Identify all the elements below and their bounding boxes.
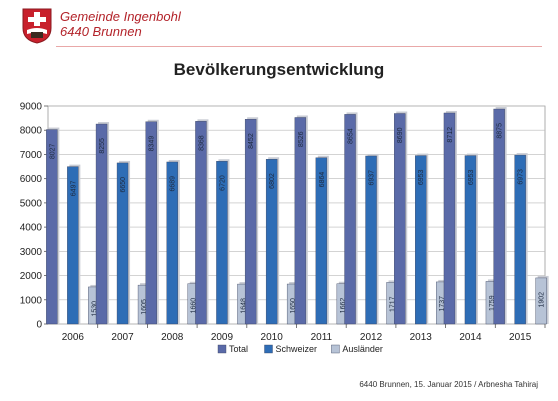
- data-label: 8526: [298, 131, 305, 147]
- bar: [216, 161, 228, 325]
- bar: [344, 114, 356, 325]
- data-label: 8027: [49, 143, 56, 159]
- y-tick-label: 5000: [20, 198, 43, 209]
- data-label: 1650: [290, 298, 297, 314]
- data-label: 6973: [518, 169, 525, 185]
- y-tick-label: 4000: [20, 223, 43, 234]
- data-label: 6953: [418, 169, 425, 185]
- x-tick-label: 2012: [360, 332, 383, 343]
- x-tick-label: 2015: [509, 332, 532, 343]
- bar: [166, 161, 178, 325]
- chart-title: Bevölkerungsentwicklung: [173, 60, 385, 79]
- data-label: 1737: [439, 296, 446, 312]
- data-label: 6802: [269, 173, 276, 189]
- data-label: 8712: [447, 127, 454, 143]
- bar: [315, 157, 328, 325]
- data-label: 6497: [70, 181, 77, 197]
- y-tick-label: 2000: [20, 271, 43, 282]
- y-tick-label: 0: [36, 320, 42, 331]
- population-bar-chart: 0 1000 2000 3000 4000 5000 6000 7000 8000 9000 802…: [20, 102, 549, 354]
- legend-swatch: [331, 344, 340, 354]
- x-tick-label: 2009: [211, 332, 234, 343]
- data-label: 6864: [319, 172, 326, 188]
- x-tick-label: 2008: [161, 332, 184, 343]
- bar: [535, 277, 547, 325]
- legend-label: Schweizer: [276, 344, 318, 354]
- header: Gemeinde Ingenbohl 6440 Brunnen: [0, 0, 558, 48]
- data-label: 8255: [99, 138, 106, 154]
- y-tick-label: 3000: [20, 247, 43, 258]
- y-tick-label: 9000: [20, 102, 43, 113]
- bar: [294, 117, 307, 325]
- header-divider: [56, 46, 542, 47]
- bar: [514, 154, 526, 325]
- bar: [46, 129, 58, 325]
- bar: [493, 108, 505, 325]
- x-tick-label: 2010: [261, 332, 284, 343]
- bar: [145, 121, 157, 325]
- data-label: 1717: [390, 296, 397, 312]
- bar: [116, 162, 129, 325]
- data-label: 8654: [348, 128, 355, 144]
- data-label: 8349: [149, 136, 156, 152]
- data-label: 1759: [489, 295, 496, 311]
- bar: [443, 112, 456, 325]
- data-label: 1648: [240, 298, 247, 314]
- x-tick-label: 2011: [311, 332, 333, 343]
- legend-label: Total: [229, 344, 248, 354]
- bar: [95, 123, 108, 325]
- coat-of-arms-icon: [22, 8, 52, 44]
- x-tick-label: 2006: [62, 332, 85, 343]
- data-label: 1902: [539, 292, 546, 308]
- organization-name: Gemeinde Ingenbohl 6440 Brunnen: [60, 9, 181, 39]
- legend-swatch: [217, 344, 227, 354]
- data-label: 8690: [397, 127, 404, 143]
- y-tick-label: 8000: [20, 126, 43, 137]
- y-tick-label: 6000: [20, 174, 43, 185]
- data-label: 6720: [219, 175, 226, 191]
- x-tick-label: 2013: [410, 332, 433, 343]
- bar: [394, 113, 406, 325]
- bar: [67, 166, 79, 325]
- data-label: 6937: [369, 170, 376, 186]
- data-label: 1530: [91, 301, 98, 317]
- data-label: 8452: [248, 133, 255, 149]
- bar: [195, 121, 207, 325]
- data-label: 6650: [120, 177, 127, 193]
- footer-credit: 6440 Brunnen, 15. Januar 2015 / Arbnesha…: [359, 380, 538, 389]
- data-label: 6689: [170, 176, 177, 192]
- data-label: 6953: [468, 169, 475, 185]
- legend-label: Ausländer: [342, 344, 383, 354]
- org-line-1: Gemeinde Ingenbohl: [60, 9, 181, 24]
- bar: [464, 155, 477, 325]
- x-tick-label: 2014: [459, 332, 482, 343]
- y-tick-label: 1000: [20, 295, 43, 306]
- org-line-2: 6440 Brunnen: [60, 24, 142, 39]
- bar: [415, 155, 427, 325]
- data-label: 1660: [191, 298, 198, 314]
- data-label: 1605: [141, 299, 148, 315]
- bar: [244, 119, 257, 325]
- bar: [365, 155, 377, 325]
- bar: [265, 159, 278, 325]
- x-tick-label: 2007: [111, 332, 134, 343]
- data-label: 1662: [340, 298, 347, 314]
- legend-swatch: [264, 344, 273, 354]
- data-label: 8875: [497, 123, 504, 139]
- data-label: 8368: [198, 135, 205, 151]
- y-tick-label: 7000: [20, 150, 43, 161]
